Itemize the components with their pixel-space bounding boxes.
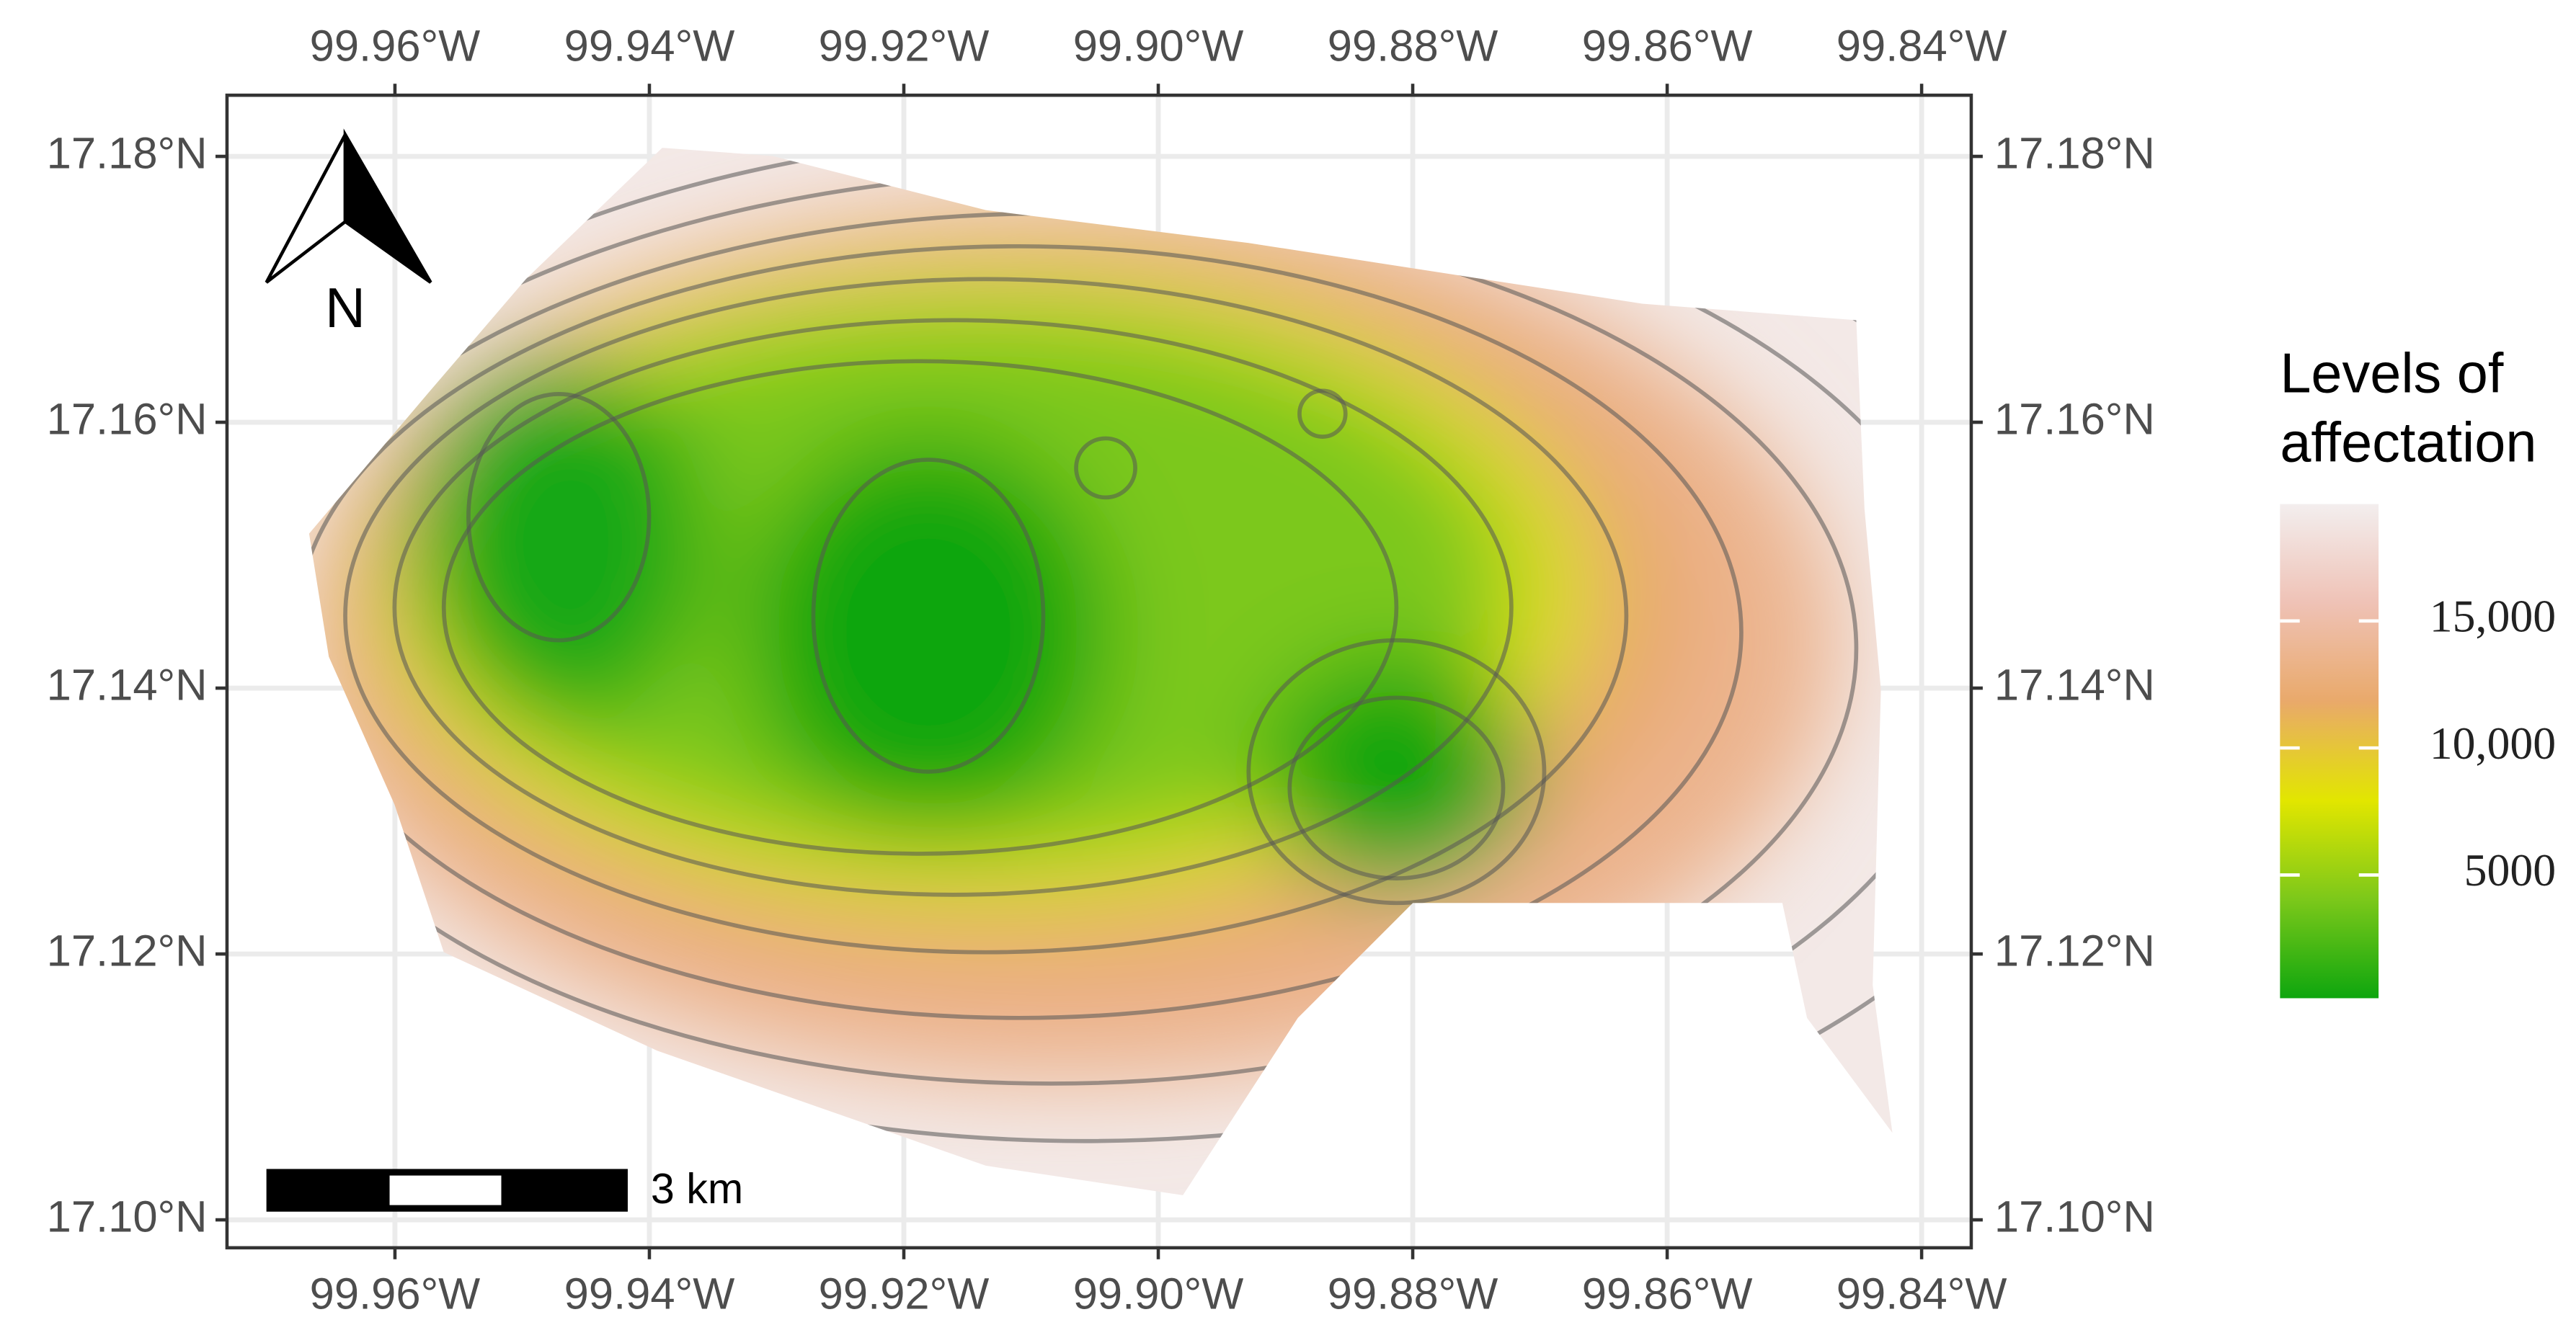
legend-tick-label: 10,000 [2430,718,2556,769]
x-tick-label: 99.86°W [1582,1269,1753,1319]
y-tick-label: 17.18°N [1994,128,2155,178]
y-tick-label: 17.10°N [47,1192,208,1241]
y-tick-label: 17.16°N [1994,394,2155,444]
legend-title: affectation [2280,411,2536,473]
north-label: N [325,277,365,339]
north-arrow: N [265,128,432,339]
y-tick-label: 17.14°N [47,660,208,710]
legend-tick-label: 5000 [2464,844,2557,896]
x-tick-label: 99.92°W [819,1269,990,1319]
panel-border [225,93,1973,1250]
y-tick-label: 17.18°N [47,128,208,178]
x-tick-label: 99.94°W [564,22,735,71]
x-tick-label: 99.92°W [819,22,990,71]
y-tick-label: 17.16°N [47,394,208,444]
x-tick-label: 99.96°W [310,22,481,71]
affectation-surface [308,148,1893,1195]
scale-bar-label: 3 km [651,1164,743,1213]
y-tick-label: 17.14°N [1994,660,2155,710]
legend-tick-label: 15,000 [2430,590,2556,641]
axes: 99.96°W 99.96°W 99.94°W 99.94°W 99.92°W 99.92… [47,22,2155,1319]
color-bar [2280,504,2379,999]
x-tick-label: 99.88°W [1328,22,1498,71]
x-tick-label: 99.88°W [1328,1269,1498,1319]
x-tick-label: 99.84°W [1836,22,2007,71]
x-tick-label: 99.84°W [1836,1269,2007,1319]
x-tick-label: 99.86°W [1582,22,1753,71]
x-tick-label: 99.90°W [1073,22,1244,71]
legend: Levels of affectation 5000 10,000 15,000 [2280,343,2556,999]
y-tick-label: 17.12°N [47,926,208,976]
x-tick-label: 99.90°W [1073,1269,1244,1319]
y-tick-label: 17.10°N [1994,1192,2155,1241]
x-tick-label: 99.94°W [564,1269,735,1319]
x-tick-label: 99.96°W [310,1269,481,1319]
legend-title: Levels of [2280,343,2504,405]
scale-bar: 3 km [266,1164,743,1213]
y-tick-label: 17.12°N [1994,926,2155,976]
